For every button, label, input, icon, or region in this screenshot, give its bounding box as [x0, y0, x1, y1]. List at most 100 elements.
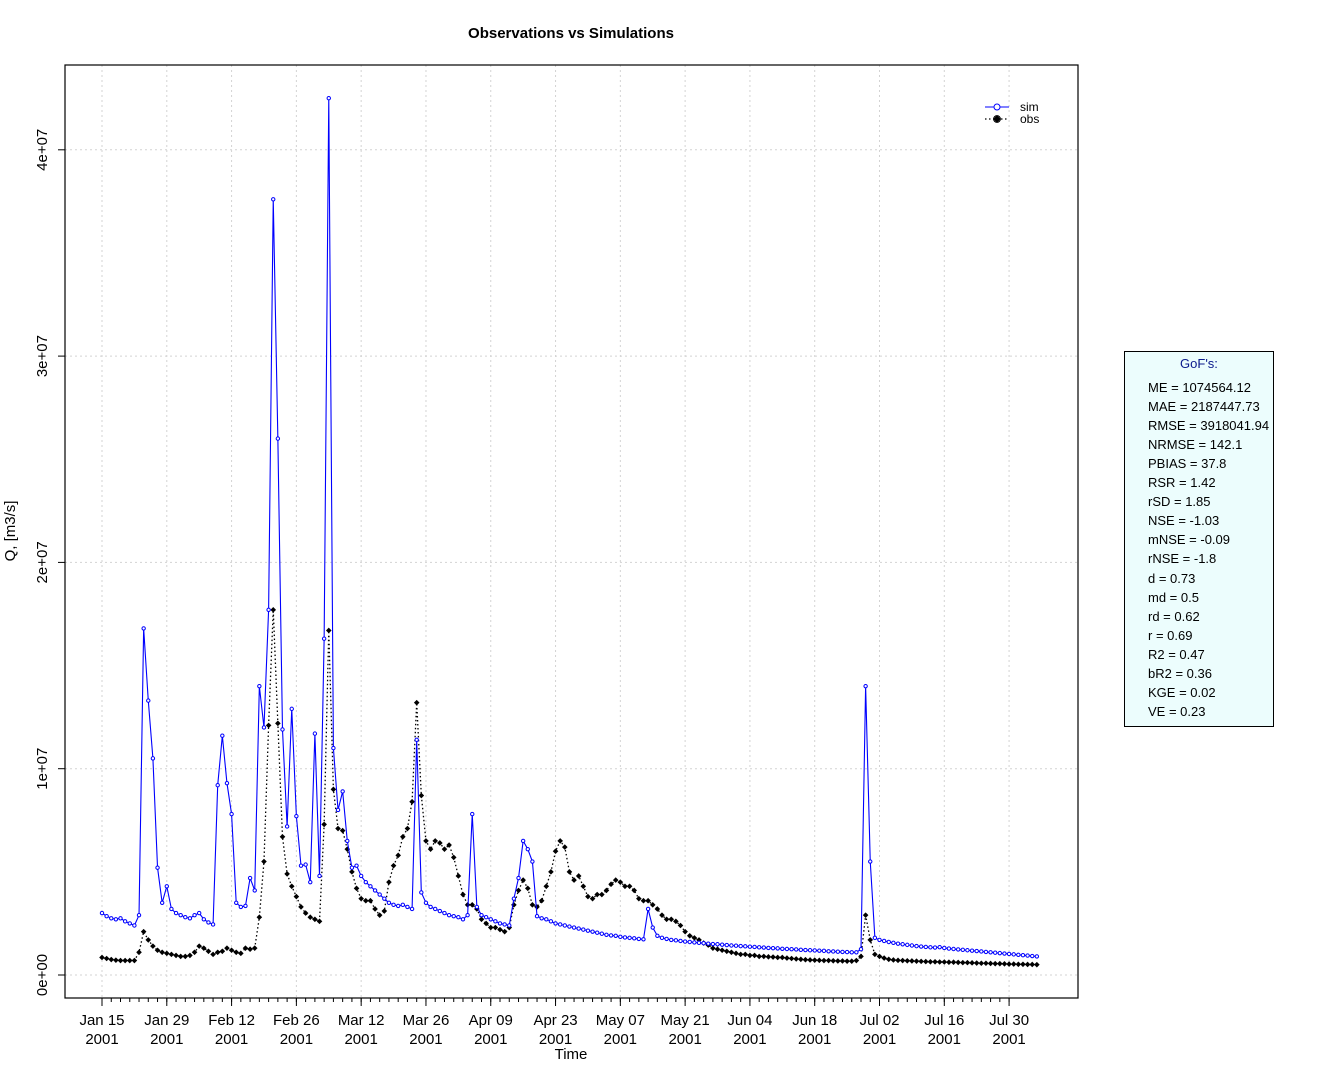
point-obs-76 [450, 854, 457, 861]
point-obs-35 [261, 858, 267, 865]
point-obs-162 [848, 958, 855, 964]
point-obs-164 [858, 953, 864, 960]
point-obs-201 [1029, 961, 1036, 968]
point-sim-126 [682, 939, 688, 944]
point-sim-10 [146, 698, 151, 703]
point-obs-1 [103, 955, 110, 962]
point-sim-160 [840, 949, 845, 955]
point-sim-173 [900, 942, 905, 947]
point-obs-8 [136, 949, 142, 956]
point-obs-184 [950, 959, 957, 966]
x-tick-year-12: 2001 [863, 1031, 896, 1048]
point-obs-51 [335, 825, 341, 832]
point-sim-37 [271, 197, 276, 202]
point-obs-39 [279, 833, 286, 840]
point-obs-195 [1001, 961, 1008, 967]
point-sim-132 [710, 941, 716, 947]
point-obs-180 [932, 958, 938, 965]
point-obs-197 [1010, 961, 1017, 967]
point-sim-35 [261, 725, 267, 730]
point-sim-149 [789, 947, 794, 952]
point-obs-91 [520, 877, 526, 883]
point-sim-144 [766, 945, 771, 951]
grid [65, 65, 1078, 998]
point-obs-2 [108, 956, 115, 963]
gof-title: GoF's: [1180, 356, 1218, 371]
point-sim-70 [423, 900, 429, 905]
point-obs-174 [904, 957, 911, 964]
x-tick-year-1: 2001 [150, 1031, 183, 1048]
point-obs-43 [298, 904, 304, 910]
point-sim-110 [608, 933, 614, 938]
point-sim-188 [969, 948, 975, 953]
point-sim-182 [942, 945, 947, 951]
point-obs-61 [381, 908, 388, 914]
point-sim-107 [594, 930, 600, 935]
point-obs-85 [492, 924, 499, 931]
point-obs-163 [853, 957, 860, 964]
point-sim-16 [173, 910, 179, 916]
x-tick-label-4: Mar 12 [338, 1012, 385, 1029]
point-sim-1 [104, 914, 109, 919]
point-sim-164 [858, 947, 864, 952]
point-sim-186 [960, 947, 966, 953]
point-sim-91 [520, 838, 526, 844]
point-obs-45 [307, 914, 314, 921]
gof-line-8: mNSE = -0.09 [1148, 532, 1231, 548]
point-sim-0 [99, 910, 105, 916]
x-tick-label-5: Mar 26 [403, 1012, 450, 1029]
point-obs-87 [501, 928, 508, 935]
point-obs-120 [654, 906, 661, 912]
point-sim-76 [451, 914, 456, 919]
point-sim-180 [932, 945, 938, 950]
point-obs-64 [395, 852, 401, 859]
point-obs-80 [469, 902, 476, 908]
gof-line-3: NRMSE = 142.1 [1148, 437, 1243, 453]
point-obs-42 [293, 893, 300, 900]
point-obs-16 [173, 952, 179, 959]
point-sim-185 [955, 947, 961, 952]
point-sim-69 [419, 890, 424, 895]
point-sim-136 [729, 943, 734, 948]
point-sim-23 [206, 920, 211, 925]
point-obs-38 [275, 720, 281, 727]
point-sim-3 [113, 917, 119, 922]
point-sim-198 [1016, 952, 1021, 957]
point-obs-83 [483, 920, 489, 927]
point-obs-157 [825, 957, 832, 964]
point-obs-196 [1006, 961, 1012, 967]
point-obs-168 [876, 953, 883, 960]
point-obs-125 [677, 922, 684, 929]
point-sim-44 [303, 862, 308, 867]
chart-title: Observations vs Simulations [468, 25, 674, 42]
point-sim-31 [243, 903, 248, 909]
legend-label-sim: sim [1020, 100, 1039, 114]
point-sim-61 [382, 896, 387, 901]
series-line-obs [101, 609, 1037, 966]
point-obs-112 [617, 879, 624, 885]
point-obs-53 [344, 846, 351, 852]
y-tick-label-0: 0e+00 [34, 954, 51, 996]
gof-line-12: rd = 0.62 [1148, 608, 1200, 624]
point-sim-202 [1034, 954, 1040, 959]
point-obs-182 [941, 959, 948, 965]
point-obs-33 [251, 945, 258, 951]
point-sim-43 [298, 863, 304, 868]
point-obs-17 [177, 953, 184, 960]
x-tick-year-11: 2001 [798, 1031, 831, 1048]
point-sim-171 [891, 940, 896, 946]
point-sim-199 [1020, 952, 1026, 958]
point-sim-60 [377, 892, 382, 897]
point-sim-94 [534, 914, 540, 919]
point-sim-131 [706, 941, 711, 946]
point-obs-69 [418, 792, 425, 799]
point-sim-68 [414, 737, 419, 743]
point-sim-97 [548, 919, 554, 924]
point-obs-98 [552, 848, 559, 855]
point-obs-36 [265, 722, 272, 729]
point-sim-201 [1030, 953, 1035, 959]
point-obs-78 [460, 891, 466, 898]
point-sim-111 [613, 933, 618, 939]
x-tick-label-6: Apr 09 [469, 1012, 513, 1029]
point-sim-193 [993, 950, 998, 955]
